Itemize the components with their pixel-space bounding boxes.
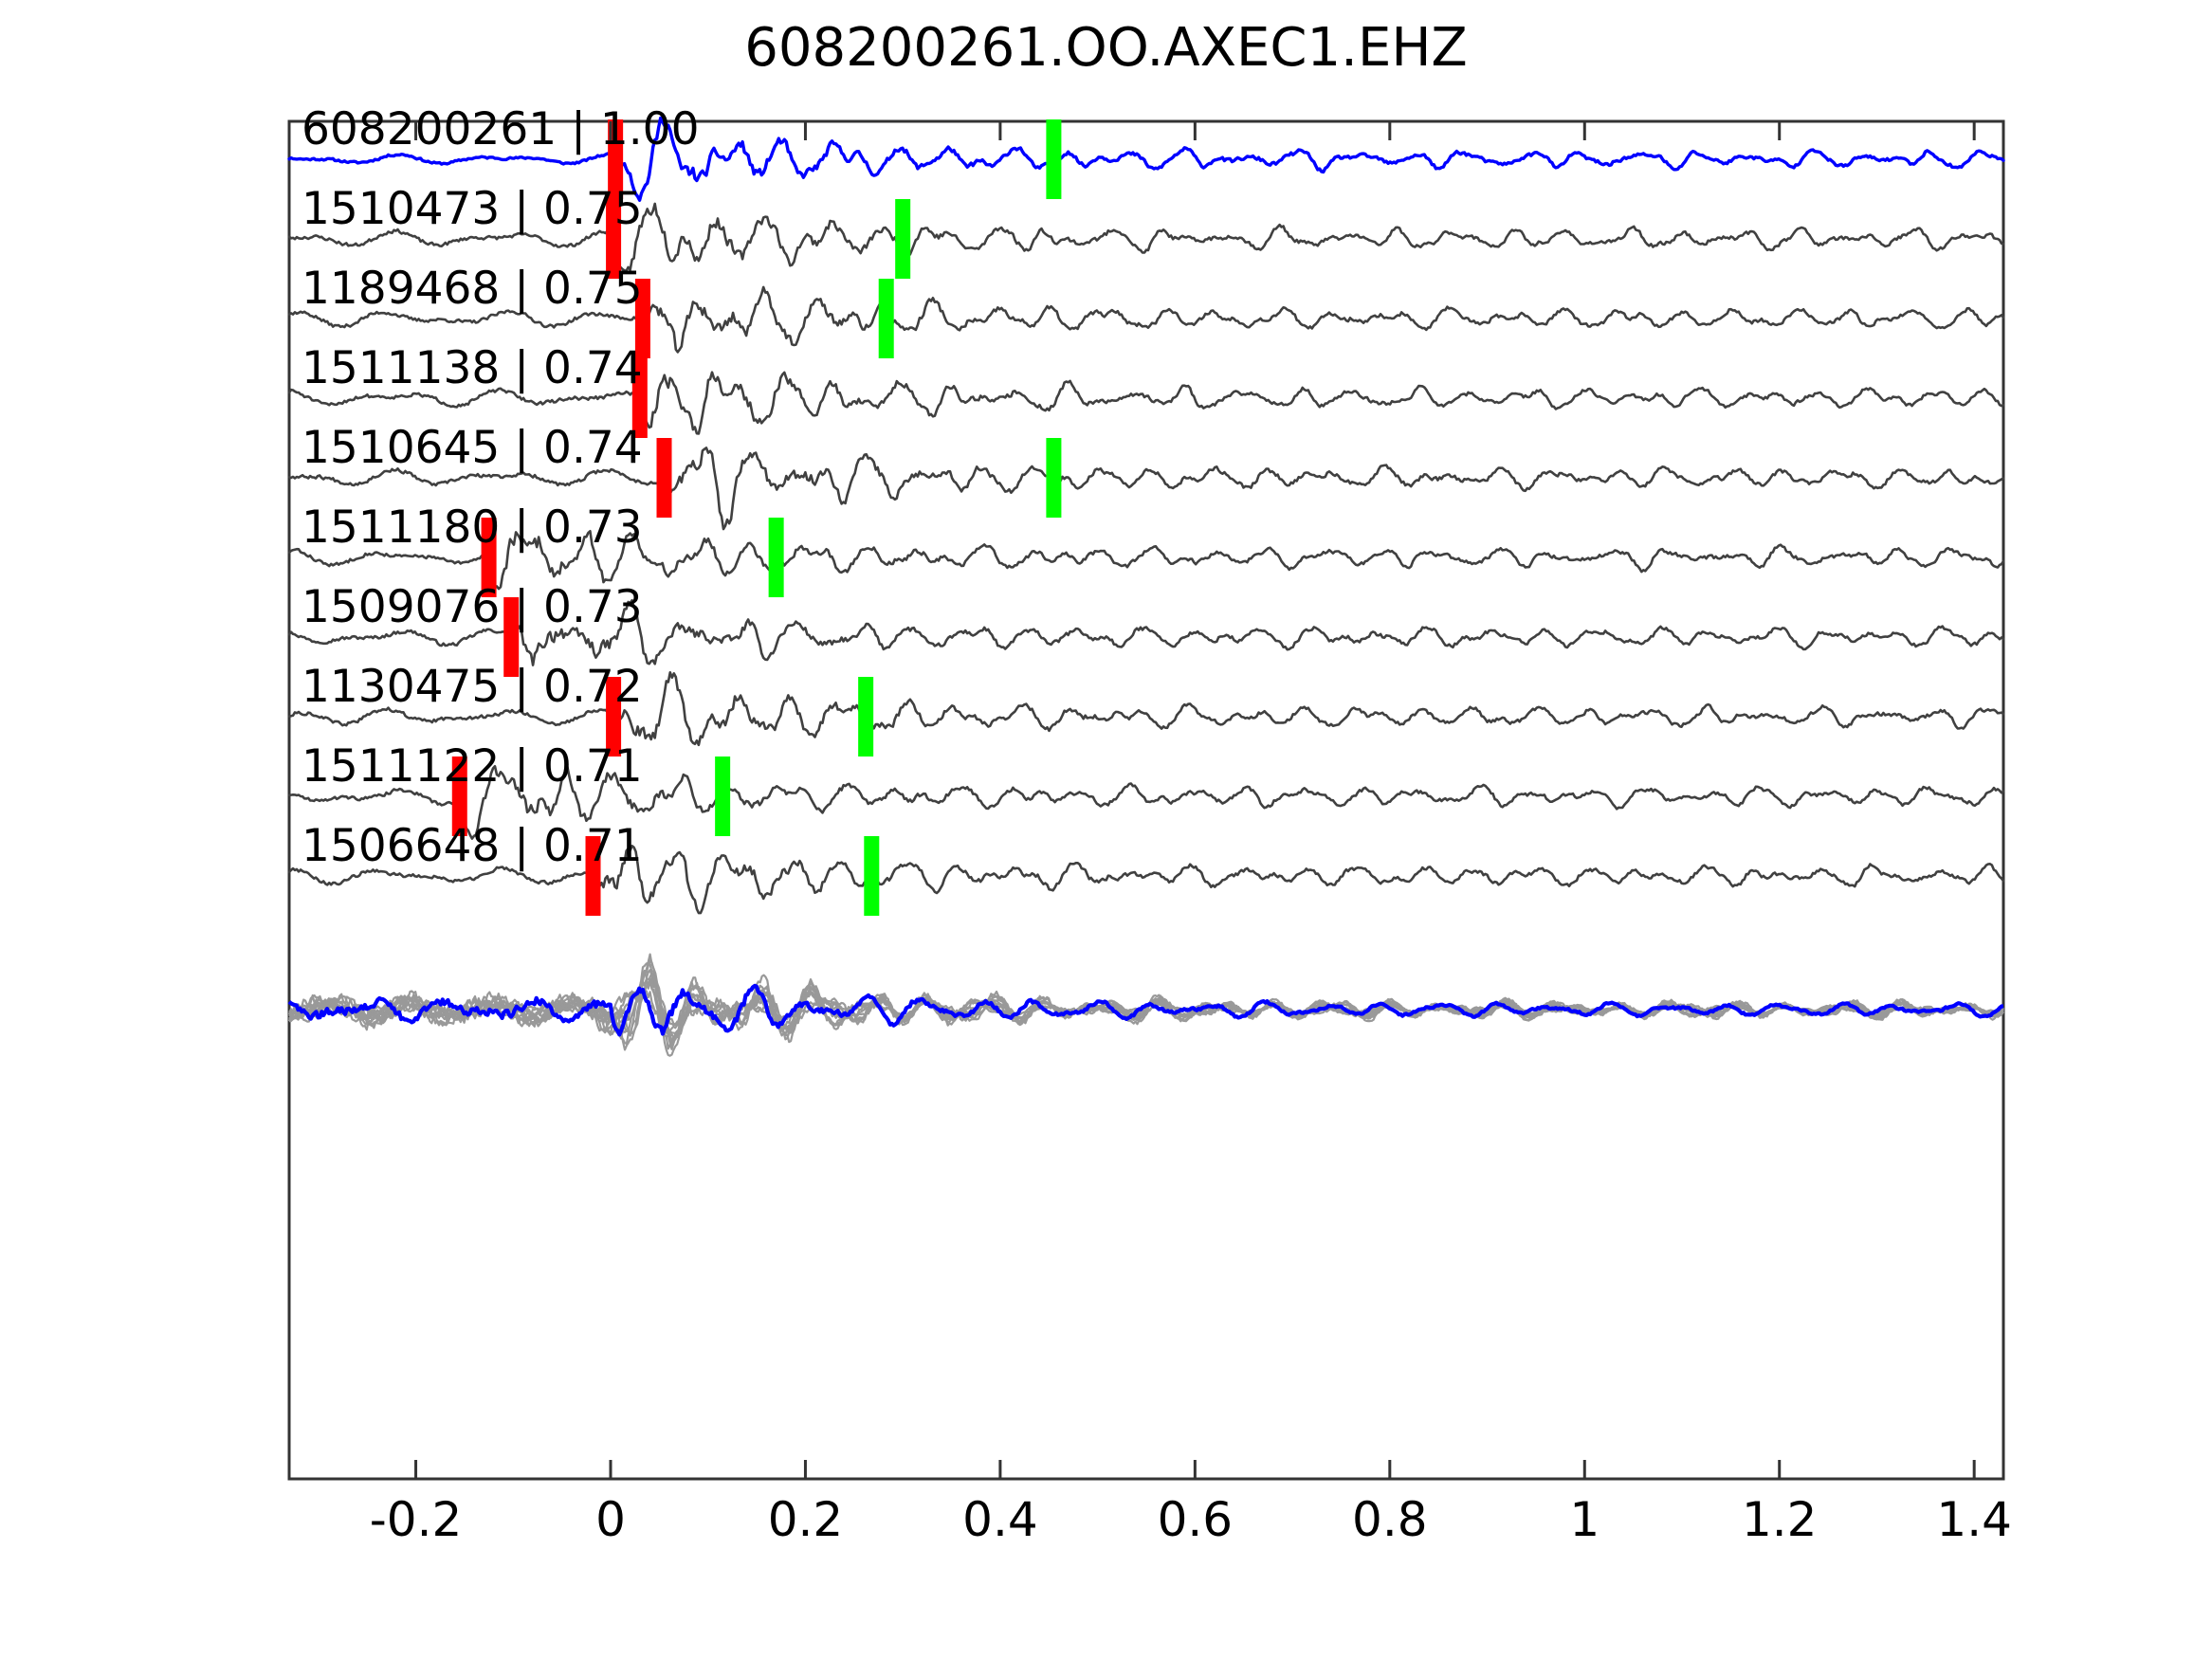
x-tick-label: 1.4: [1936, 1492, 2012, 1547]
trace-label: 608200261 | 1.00: [302, 103, 700, 155]
s-pick-marker: [715, 757, 731, 836]
trace-label: 1511180 | 0.73: [302, 501, 643, 554]
x-tick-label: 1: [1569, 1492, 1600, 1547]
p-pick-marker: [606, 199, 622, 279]
trace-label: 1510473 | 0.75: [302, 183, 643, 235]
trace-label: 1189468 | 0.75: [302, 263, 643, 315]
p-pick-marker: [481, 518, 497, 597]
trace-label: 1510645 | 0.74: [302, 422, 643, 474]
trace-label: 1130475 | 0.72: [302, 661, 643, 713]
x-tick-label: 0: [595, 1492, 626, 1547]
waveform-trace: [287, 765, 2005, 840]
p-pick-marker: [656, 438, 672, 518]
x-tick-label: 0.4: [962, 1492, 1038, 1547]
p-pick-marker: [631, 358, 648, 438]
p-pick-marker: [606, 677, 622, 757]
stack-overlay-trace: [287, 953, 2004, 1051]
s-pick-marker: [878, 279, 894, 358]
waveform-trace: [287, 530, 2005, 591]
p-pick-marker: [503, 597, 520, 677]
p-pick-marker: [634, 279, 650, 358]
s-pick-marker: [1046, 119, 1062, 199]
waveform-trace: [287, 371, 2005, 435]
stack-panel: [287, 953, 2004, 1057]
pick-markers-group: [451, 119, 1062, 916]
trace-label: 1511138 | 0.74: [302, 342, 643, 394]
x-axis-ticks: -0.2 0 0.2 0.4 0.6 0.8 1 1.2 1.4: [370, 121, 2012, 1547]
waveform-trace: [287, 599, 2005, 666]
trace-labels: 608200261 | 1.00 1510473 | 0.75 1189468 | …: [302, 103, 700, 872]
waveform-trace: [287, 671, 2005, 747]
stack-mean-trace: [287, 983, 2004, 1037]
waveform-trace: [287, 116, 2005, 202]
x-tick-label: 0.8: [1352, 1492, 1428, 1547]
s-pick-marker: [1046, 438, 1062, 518]
waveform-trace: [287, 202, 2005, 272]
waveform-trace: [287, 285, 2005, 354]
s-pick-marker: [858, 677, 874, 757]
stack-overlay-trace: [288, 973, 2004, 1035]
trace-label: 1511122 | 0.71: [302, 740, 643, 793]
s-pick-marker: [864, 836, 880, 916]
plot-frame: [287, 119, 2005, 1481]
x-tick-label: 1.2: [1742, 1492, 1818, 1547]
p-pick-marker: [585, 836, 601, 916]
waveform-trace: [287, 447, 2005, 531]
s-pick-marker: [768, 518, 784, 597]
x-tick-label: 0.2: [768, 1492, 844, 1547]
trace-group: [287, 116, 2005, 915]
s-pick-marker: [895, 199, 911, 279]
p-pick-marker: [451, 757, 467, 836]
trace-label: 1509076 | 0.73: [302, 581, 643, 633]
page-title: 608200261.OO.AXEC1.EHZ: [744, 17, 1468, 79]
waveform-trace: [287, 845, 2005, 915]
trace-label: 1506648 | 0.71: [302, 820, 643, 872]
x-tick-label: -0.2: [370, 1492, 463, 1547]
x-tick-label: 0.6: [1158, 1492, 1234, 1547]
